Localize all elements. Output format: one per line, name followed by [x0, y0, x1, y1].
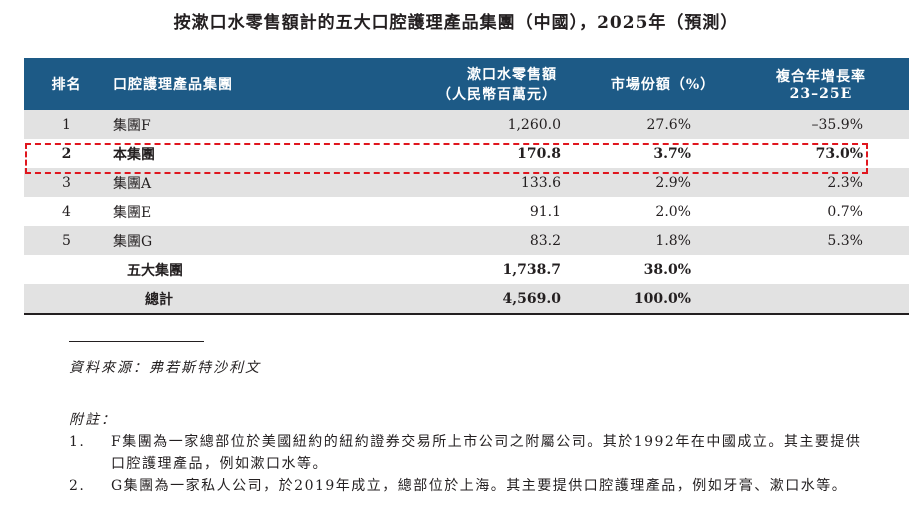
- cell-share: 2.0%: [655, 203, 691, 220]
- cell-rank: 2: [61, 145, 72, 162]
- source-text: 資料來源：弗若斯特沙利文: [69, 360, 261, 376]
- cell-share: 3.7%: [653, 145, 691, 162]
- table-header-row: 排名 口腔護理產品集團 漱口水零售額 （人民幣百萬元） 市場份額（%） 複合年增…: [24, 58, 909, 110]
- market-share-table: 排名 口腔護理產品集團 漱口水零售額 （人民幣百萬元） 市場份額（%） 複合年增…: [24, 58, 909, 315]
- cell-rank: 5: [24, 226, 109, 255]
- cell-cagr: 5.3%: [733, 226, 909, 255]
- cell-cagr: 2.3%: [733, 168, 909, 197]
- cell-top5-label: 五大集團: [127, 262, 183, 279]
- cell-cagr: 73.0%: [815, 145, 863, 162]
- cell-rank: 1: [24, 110, 109, 139]
- header-group: 口腔護理產品集團: [109, 58, 313, 110]
- cell-cagr: –35.9%: [733, 110, 909, 139]
- cell-group: 集團G: [109, 226, 313, 255]
- cell-rank: 3: [24, 168, 109, 197]
- cell-top5-share: 38.0%: [643, 261, 691, 278]
- table-row: 4 集團E 91.1 2.0% 0.7%: [24, 197, 909, 226]
- cell-sales: 133.6: [313, 168, 593, 197]
- table-row: 1 集團F 1,260.0 27.6% –35.9%: [24, 110, 909, 139]
- cell-sales: 170.8: [517, 145, 561, 162]
- cell-top5-sales: 1,738.7: [502, 261, 561, 278]
- cell-sales: 1,260.0: [313, 110, 593, 139]
- header-sales: 漱口水零售額 （人民幣百萬元）: [313, 58, 593, 110]
- cell-sales: 83.2: [313, 226, 593, 255]
- cell-group: 集團A: [109, 168, 313, 197]
- cell-share: 27.6%: [593, 110, 733, 139]
- notes-label: 附註：: [69, 412, 117, 428]
- cell-total-label: 總計: [109, 284, 313, 315]
- document-title: 按漱口水零售額計的五大口腔護理產品集團（中國），2025年（預測）: [173, 13, 739, 33]
- table-row-total: 總計 4,569.0 100.0%: [24, 284, 909, 315]
- header-cagr: 複合年增長率 23–25E: [733, 58, 909, 110]
- note-number: 2.: [69, 478, 86, 494]
- note-text: G集團為一家私人公司，於2019年成立，總部位於上海。其主要提供口腔護理產品，例…: [111, 478, 848, 494]
- cell-group: 本集團: [113, 146, 155, 163]
- header-sales-line2: （人民幣百萬元）: [437, 87, 557, 103]
- header-cagr-line1: 複合年增長率: [776, 69, 866, 85]
- header-rank: 排名: [24, 58, 109, 110]
- cell-cagr: 0.7%: [827, 203, 863, 220]
- cell-group: 集團E: [113, 204, 152, 221]
- table-row: 5 集團G 83.2 1.8% 5.3%: [24, 226, 909, 255]
- header-share: 市場份額（%）: [593, 58, 733, 110]
- header-cagr-line2: 23–25E: [789, 86, 853, 102]
- cell-group: 集團F: [109, 110, 313, 139]
- note-number: 1.: [69, 434, 86, 450]
- table-row-highlighted: 2 本集團 170.8 3.7% 73.0%: [24, 139, 909, 168]
- footnote-divider: [69, 341, 204, 342]
- cell-share: 2.9%: [593, 168, 733, 197]
- cell-total-share: 100.0%: [593, 284, 733, 315]
- cell-share: 1.8%: [593, 226, 733, 255]
- note-text: F集團為一家總部位於美國紐約的紐約證券交易所上市公司之附屬公司。其於1992年在…: [111, 434, 862, 472]
- note-item: 2. G集團為一家私人公司，於2019年成立，總部位於上海。其主要提供口腔護理產…: [69, 475, 869, 497]
- header-sales-line1: 漱口水零售額: [467, 67, 557, 83]
- table-row: 3 集團A 133.6 2.9% 2.3%: [24, 168, 909, 197]
- note-item: 1. F集團為一家總部位於美國紐約的紐約證券交易所上市公司之附屬公司。其於199…: [69, 431, 869, 475]
- table-row-top5: 五大集團 1,738.7 38.0%: [24, 255, 909, 284]
- cell-rank: 4: [62, 203, 71, 220]
- cell-sales: 91.1: [529, 203, 561, 220]
- cell-total-sales: 4,569.0: [313, 284, 593, 315]
